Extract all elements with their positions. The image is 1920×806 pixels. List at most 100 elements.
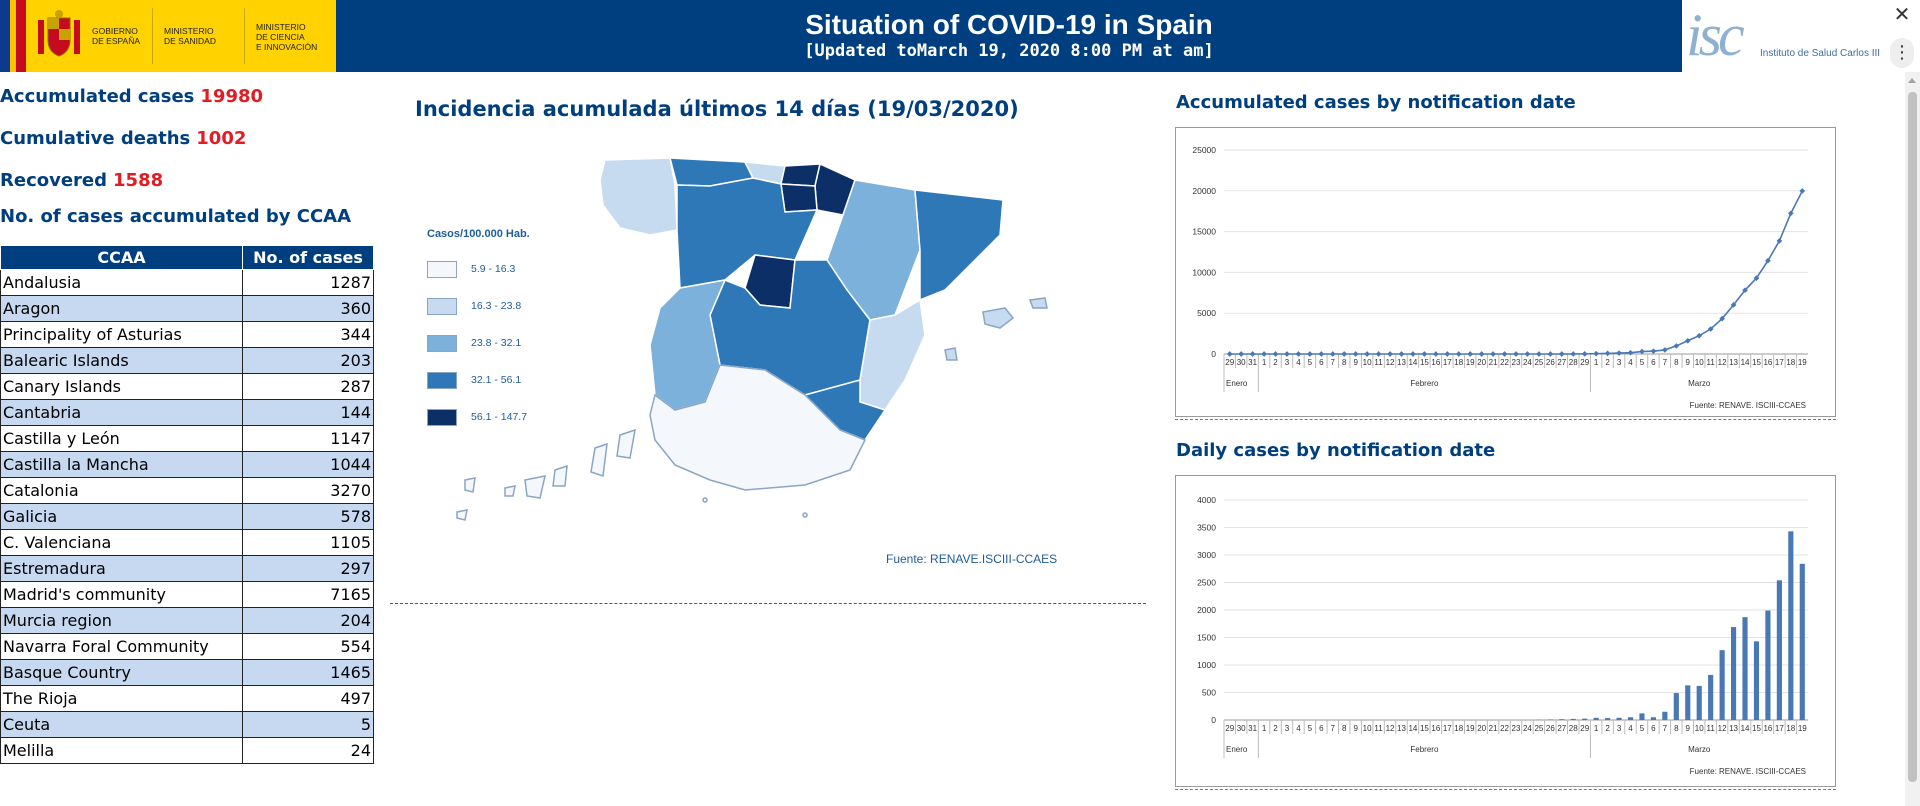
y-tick-label: 20000 [1192, 186, 1216, 196]
table-row: The Rioja 497 [0, 685, 374, 712]
scrollbar-thumb[interactable] [1908, 92, 1917, 782]
x-tick-label: 19 [1798, 358, 1807, 367]
x-tick-label: 2 [1273, 358, 1278, 367]
x-tick-label: 23 [1512, 724, 1521, 733]
x-tick-label: 22 [1500, 724, 1509, 733]
ccaa-cases-table: CCAA No. of cases Andalusia 1287 Aragon 360… [0, 245, 374, 764]
x-tick-label: 14 [1741, 724, 1750, 733]
ccaa-name-cell: Andalusia [0, 269, 243, 296]
x-tick-label: 7 [1331, 724, 1336, 733]
legend-item: 56.1 - 147.7 [427, 409, 587, 427]
map-source: Fuente: RENAVE.ISCIII-CCAES [886, 552, 1058, 566]
more-menu-icon[interactable]: ⋮ [1890, 38, 1914, 68]
table-row: Castilla y León 1147 [0, 425, 374, 452]
legend-label: 16.3 - 23.8 [471, 300, 522, 312]
bar [1673, 693, 1679, 720]
bar [1559, 719, 1565, 720]
x-tick-label: 1 [1262, 724, 1267, 733]
recovered-stat: Recovered 1588 [0, 170, 163, 191]
vertical-scrollbar[interactable] [1905, 72, 1920, 806]
x-tick-label: 15 [1420, 724, 1429, 733]
table-row: Balearic Islands 203 [0, 347, 374, 374]
legend-title: Casos/100.000 Hab. [427, 228, 530, 240]
accumulated-cases-value: 19980 [200, 86, 264, 107]
data-point [1536, 351, 1542, 357]
y-tick-label: 5000 [1197, 308, 1216, 318]
isciii-logo: isc Instituto de Salud Carlos III [1682, 0, 1882, 72]
ccaa-cases-cell: 144 [242, 399, 374, 426]
ministry-science-line3: e Innovación [256, 42, 318, 52]
x-tick-label: 16 [1431, 724, 1440, 733]
data-point [1398, 351, 1405, 357]
daily-chart-title: Daily cases by notification date [1176, 440, 1496, 461]
data-point [1547, 351, 1554, 357]
ministry-health-line1: Ministerio [164, 26, 214, 36]
x-tick-label: 1 [1594, 724, 1599, 733]
x-tick-label: 7 [1331, 358, 1336, 367]
ministry-health-line2: de Sanidad [164, 36, 216, 46]
page-title: Situation of COVID-19 in Spain [805, 9, 1213, 40]
data-point [1467, 351, 1474, 357]
ccaa-name-cell: Melilla [0, 737, 243, 764]
ccaa-cases-cell: 287 [242, 373, 374, 400]
page-header: Gobierno de España Ministerio de Sanidad… [0, 0, 1920, 72]
x-tick-label: 8 [1674, 358, 1679, 367]
x-tick-label: 16 [1763, 724, 1772, 733]
month-label: Febrero [1410, 379, 1439, 388]
y-tick-label: 25000 [1192, 145, 1216, 155]
x-tick-label: 6 [1651, 724, 1656, 733]
x-tick-label: 7 [1663, 358, 1668, 367]
y-tick-label: 0 [1211, 349, 1216, 359]
x-tick-label: 1 [1594, 358, 1599, 367]
scroll-up-arrow-icon[interactable] [1908, 78, 1916, 83]
data-point [1387, 351, 1393, 357]
x-tick-label: 3 [1617, 358, 1622, 367]
x-tick-label: 10 [1363, 358, 1372, 367]
close-icon[interactable]: ✕ [1893, 2, 1911, 26]
data-point [1249, 351, 1256, 357]
data-point [1375, 351, 1382, 357]
x-tick-label: 11 [1707, 358, 1716, 367]
x-tick-label: 6 [1319, 358, 1324, 367]
x-tick-label: 3 [1285, 358, 1290, 367]
data-point [1261, 351, 1267, 357]
data-point [1570, 351, 1577, 357]
ccaa-cases-cell: 5 [242, 711, 374, 738]
map-region-catalonia [914, 189, 1004, 302]
ccaa-cases-cell: 497 [242, 685, 374, 712]
table-row: Cantabria 144 [0, 399, 374, 426]
map-region-galicia [599, 157, 678, 236]
y-tick-label: 15000 [1192, 227, 1216, 237]
data-point [1581, 351, 1588, 357]
table-row: Andalusia 1287 [0, 269, 374, 296]
table-row: Melilla 24 [0, 737, 374, 764]
table-row: Estremadura 297 [0, 555, 374, 582]
x-tick-label: 24 [1523, 724, 1532, 733]
ccaa-name-cell: Murcia region [0, 607, 243, 634]
x-tick-label: 19 [1798, 724, 1807, 733]
coat-of-arms-icon [38, 10, 80, 57]
x-tick-label: 25 [1534, 724, 1543, 733]
ccaa-name-cell: Madrid's community [0, 581, 243, 608]
x-tick-label: 6 [1651, 358, 1656, 367]
ccaa-name-cell: Principality of Asturias [0, 321, 243, 348]
legend-swatch [427, 335, 457, 352]
ccaa-cases-cell: 203 [242, 347, 374, 374]
table-row: Castilla la Mancha 1044 [0, 451, 374, 478]
x-tick-label: 15 [1752, 724, 1761, 733]
table-row: Madrid's community 7165 [0, 581, 374, 608]
x-tick-label: 2 [1273, 724, 1278, 733]
x-tick-label: 30 [1237, 724, 1246, 733]
x-tick-label: 11 [1374, 358, 1383, 367]
ccaa-cases-cell: 297 [242, 555, 374, 582]
map-region-castilla-leon [676, 177, 819, 289]
daily-chart-box: 0 500 1000 1500 2000 2500 3000 3500 4000 29 30 31 1 2… [1175, 475, 1836, 790]
ccaa-name-cell: Basque Country [0, 659, 243, 686]
legend-label: 23.8 - 32.1 [471, 337, 522, 349]
x-tick-label: 12 [1718, 724, 1727, 733]
x-tick-label: 28 [1569, 724, 1578, 733]
data-point [1478, 351, 1485, 357]
table-row: Canary Islands 287 [0, 373, 374, 400]
data-point [1490, 351, 1496, 357]
